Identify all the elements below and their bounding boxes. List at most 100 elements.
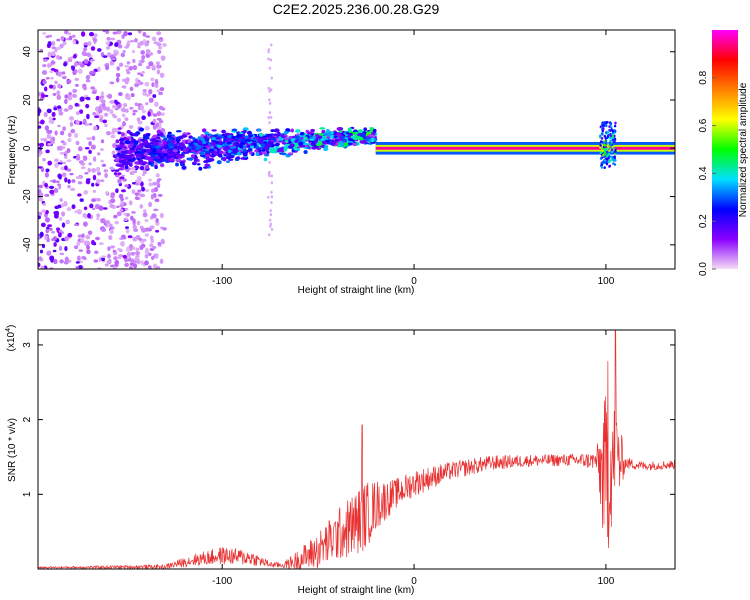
heatmap-x-ticks: -100 0 100 — [212, 30, 615, 287]
heatmap-cell — [74, 102, 79, 107]
heatmap-cell — [98, 108, 103, 114]
heatmap-cell — [130, 93, 135, 98]
heatmap-cell — [144, 125, 150, 131]
heatmap-cell — [95, 95, 100, 101]
heatmap-cell — [105, 64, 110, 71]
colorbar-tick-label: 0.4 — [698, 166, 709, 180]
heatmap-cell — [599, 140, 603, 144]
heatmap-cell — [128, 125, 134, 129]
heatmap-cell — [145, 35, 150, 38]
heatmap-cell — [320, 137, 325, 142]
heatmap-cell — [144, 139, 149, 144]
heatmap-cell — [236, 131, 241, 134]
heatmap-cell — [254, 149, 259, 153]
heatmap-cell — [160, 55, 166, 61]
heatmap-cell — [115, 139, 120, 144]
heatmap-cell — [67, 232, 73, 238]
heatmap-cell — [148, 97, 154, 103]
heatmap-cell — [370, 138, 375, 143]
heatmap-cell — [66, 207, 72, 212]
heatmap-cell — [154, 164, 158, 170]
heatmap-cell — [126, 40, 131, 44]
heatmap-cell — [167, 131, 172, 135]
heatmap-cell — [134, 83, 140, 87]
heatmap-cell — [67, 132, 72, 138]
heatmap-cell — [273, 133, 278, 137]
heatmap-cell — [118, 138, 125, 142]
heatmap-cell — [51, 51, 56, 57]
heatmap-cell — [106, 46, 110, 50]
heatmap-cell — [351, 136, 356, 139]
heatmap-cell — [38, 256, 43, 261]
heatmap-cell — [129, 150, 136, 153]
heatmap-cell — [40, 138, 46, 141]
heatmap-cell — [294, 139, 299, 144]
heatmap-cell — [156, 31, 162, 36]
heatmap-cell — [128, 159, 134, 163]
heatmap-cell — [145, 102, 149, 106]
heatmap-cell — [157, 49, 162, 54]
heatmap-cell — [205, 154, 210, 157]
heatmap-cell — [72, 88, 78, 93]
heatmap-cell — [150, 194, 155, 200]
heatmap-cell — [137, 120, 143, 125]
heatmap-cell — [128, 162, 133, 167]
heatmap-cell — [91, 70, 96, 75]
heatmap-cell — [86, 52, 91, 57]
heatmap-cell — [44, 94, 49, 98]
heatmap-cell — [158, 119, 164, 124]
heatmap-cell — [160, 146, 166, 150]
heatmap-cell — [125, 157, 131, 161]
heatmap-cell — [154, 198, 160, 203]
heatmap-cell — [607, 145, 610, 148]
heatmap-cell — [246, 139, 252, 142]
heatmap-cell — [97, 152, 101, 156]
heatmap-cell — [162, 43, 167, 47]
heatmap-cell — [156, 136, 161, 139]
heatmap-cell — [72, 54, 77, 59]
heatmap-cell — [68, 104, 73, 110]
heatmap-cell — [99, 95, 105, 99]
heatmap-cell — [105, 41, 110, 45]
heatmap-cell — [136, 220, 141, 226]
heatmap-cell — [92, 112, 97, 116]
heatmap-cell — [46, 226, 50, 230]
heatmap-cell — [267, 116, 270, 120]
heatmap-cell — [155, 122, 159, 128]
heatmap-cell — [49, 138, 54, 142]
heatmap-cell — [610, 155, 613, 159]
heatmap-cell — [130, 166, 136, 171]
heatmap-cell — [82, 85, 87, 91]
heatmap-cell — [113, 214, 118, 219]
heatmap-cell — [99, 117, 103, 123]
heatmap-cell — [129, 265, 133, 269]
heatmap-cell — [74, 132, 79, 139]
heatmap-cell — [121, 113, 126, 118]
heatmap-cell — [168, 152, 175, 157]
heatmap-cell — [270, 201, 273, 204]
heatmap-cell — [78, 265, 83, 269]
heatmap-cell — [242, 127, 249, 131]
heatmap-cell — [137, 238, 143, 241]
heatmap-cell — [122, 121, 126, 127]
heatmap-cell — [78, 249, 83, 252]
heatmap-cell — [91, 135, 96, 141]
heatmap-cell — [75, 40, 79, 45]
heatmap-cell — [270, 190, 273, 194]
snr-panel: -100 0 100 1 2 3 Height of straight line (km… — [5, 325, 676, 596]
heatmap-cell — [57, 105, 62, 109]
heatmap-cell — [56, 90, 61, 96]
heatmap-cell — [294, 135, 300, 140]
heatmap-cell — [614, 159, 617, 162]
heatmap-cell — [179, 153, 185, 157]
heatmap-cell — [56, 38, 61, 42]
heatmap-cell — [64, 165, 68, 171]
heatmap-cell — [49, 189, 55, 195]
heatmap-cell — [116, 30, 122, 35]
heatmap-cell — [609, 129, 612, 133]
heatmap-cell — [154, 84, 159, 88]
heatmap-cell — [605, 121, 608, 124]
heatmap-cell — [169, 157, 175, 162]
heatmap-cell — [64, 177, 68, 183]
heatmap-cell — [334, 138, 339, 142]
